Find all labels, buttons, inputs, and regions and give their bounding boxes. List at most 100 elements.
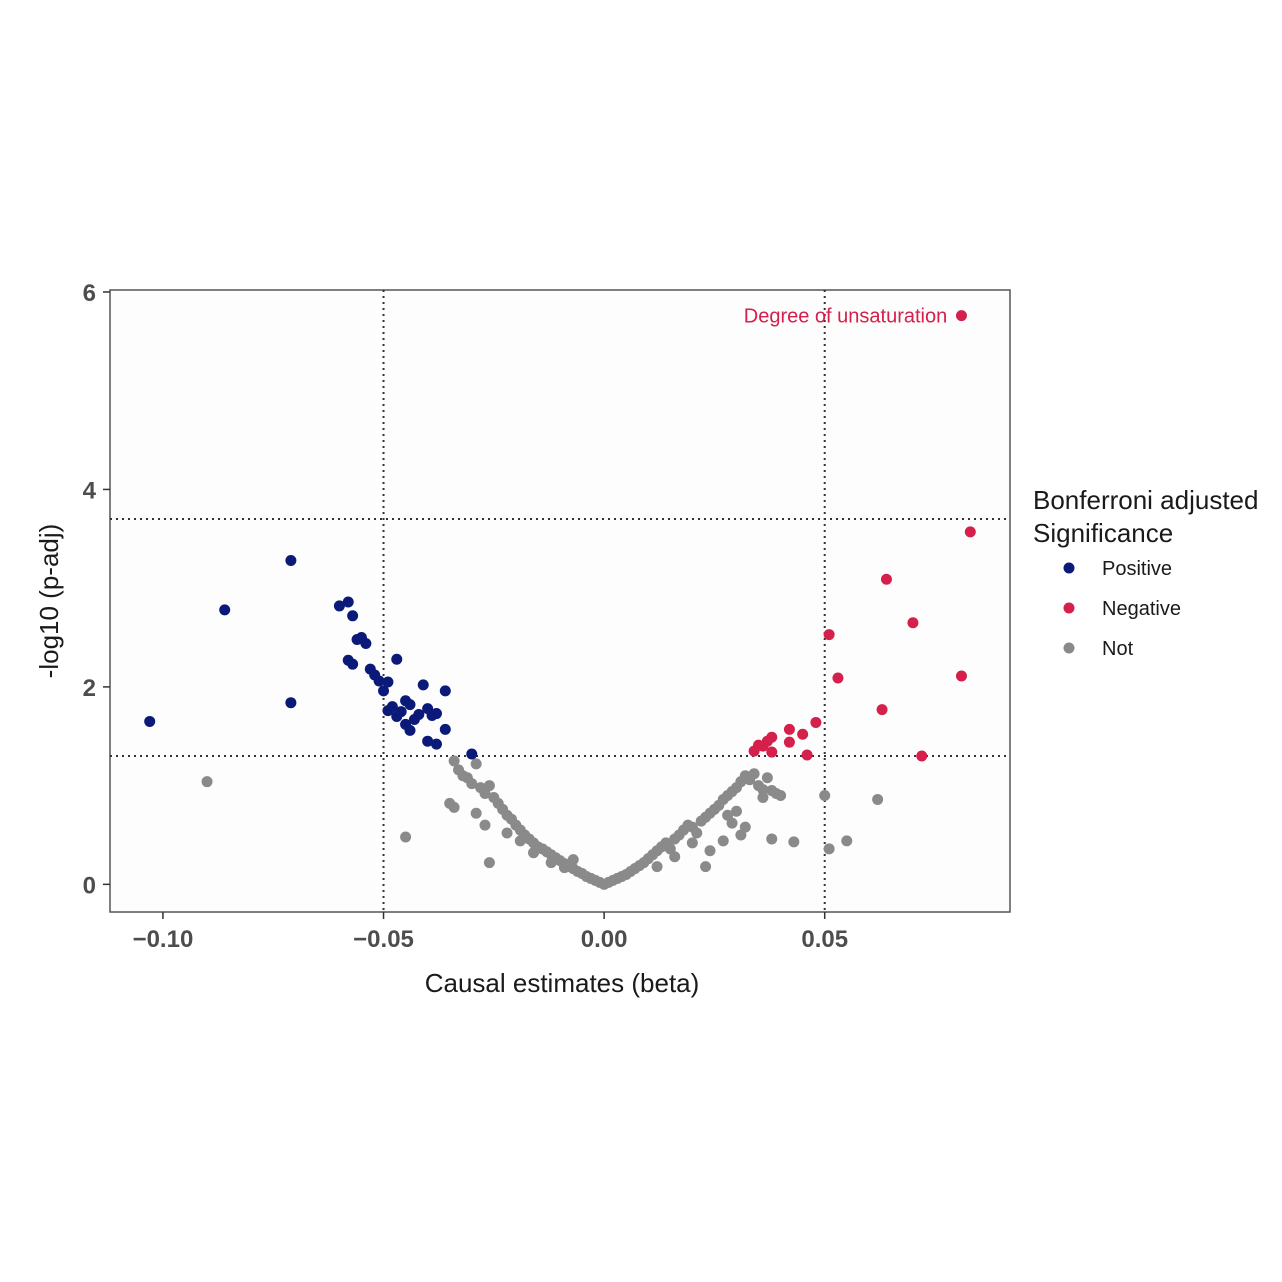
point-not: [448, 755, 460, 767]
y-tick-label: 6: [83, 280, 96, 307]
point-positive: [422, 735, 434, 747]
legend-key-not: [1063, 642, 1075, 654]
point-not: [483, 857, 495, 869]
point-positive: [285, 555, 297, 567]
legend-label-positive: Positive: [1102, 558, 1172, 580]
point-not: [730, 805, 742, 817]
point-negative: [880, 573, 892, 585]
point-negative: [955, 670, 967, 682]
point-not: [788, 836, 800, 848]
point-not: [483, 780, 495, 792]
point-positive: [373, 675, 385, 687]
point-negative: [801, 749, 813, 761]
point-positive: [333, 600, 345, 612]
x-tick-label: 0.05: [801, 926, 848, 953]
legend-label-not: Not: [1102, 638, 1134, 660]
point-positive: [360, 637, 372, 649]
point-not: [739, 821, 751, 833]
point-not: [448, 801, 460, 813]
point-negative: [810, 716, 822, 728]
point-not: [823, 843, 835, 855]
x-tick-label: −0.05: [353, 926, 414, 953]
y-axis-ticks: 0 2 4 6: [83, 280, 110, 899]
point-not: [872, 793, 884, 805]
point-positive: [391, 711, 403, 723]
point-not: [766, 833, 778, 845]
point-positive: [430, 738, 442, 750]
point-negative: [876, 704, 888, 716]
legend-title-line2: Significance: [1033, 518, 1173, 548]
point-positive: [285, 697, 297, 709]
point-positive: [413, 709, 425, 721]
point-not: [528, 847, 540, 859]
point-not: [717, 835, 729, 847]
point-negative: [748, 745, 760, 757]
point-not: [558, 862, 570, 874]
y-tick-label: 4: [83, 477, 97, 504]
point-negative: [916, 750, 928, 762]
point-not: [775, 789, 787, 801]
point-positive: [439, 685, 451, 697]
point-not: [819, 789, 831, 801]
point-positive: [378, 685, 390, 697]
point-not: [545, 857, 557, 869]
y-tick-label: 0: [83, 872, 96, 899]
point-positive: [439, 723, 451, 735]
point-not: [700, 861, 712, 873]
point-not: [400, 831, 412, 843]
point-positive: [400, 718, 412, 730]
data-points: [144, 310, 976, 890]
point-not: [466, 778, 478, 790]
point-negative: [832, 672, 844, 684]
point-negative: [964, 526, 976, 538]
legend-items: Positive Negative Not: [1063, 558, 1181, 660]
annotation-label: Degree of unsaturation: [744, 306, 947, 328]
point-positive: [466, 748, 478, 760]
y-axis-title: -log10 (p-adj): [34, 524, 64, 679]
point-not: [501, 827, 513, 839]
point-not: [761, 772, 773, 784]
point-positive: [347, 610, 359, 622]
point-positive: [417, 679, 429, 691]
point-not: [748, 768, 760, 780]
point-not: [757, 791, 769, 803]
legend-key-positive: [1063, 562, 1075, 574]
point-not: [841, 835, 853, 847]
point-positive: [219, 604, 231, 616]
point-not: [691, 827, 703, 839]
point-positive: [342, 596, 354, 608]
point-not: [686, 837, 698, 849]
point-not: [757, 784, 769, 796]
point-negative: [783, 736, 795, 748]
point-negative: [823, 629, 835, 641]
x-tick-label: −0.10: [133, 926, 194, 953]
x-axis-ticks: −0.10 −0.05 0.00 0.05: [133, 912, 848, 953]
point-positive: [347, 658, 359, 670]
point-positive: [404, 699, 416, 711]
point-not: [470, 807, 482, 819]
point-negative: [783, 723, 795, 735]
point-positive: [391, 653, 403, 665]
point-positive: [382, 676, 394, 688]
point-not: [201, 776, 213, 788]
point-negative: [797, 728, 809, 740]
x-axis-title: Causal estimates (beta): [425, 968, 700, 998]
x-tick-label: 0.00: [581, 926, 628, 953]
point-not: [669, 851, 681, 863]
point-positive: [382, 705, 394, 717]
legend: Bonferroni adjusted Significance Positiv…: [1033, 485, 1258, 660]
panel-background: [109, 289, 1011, 913]
point-not: [470, 758, 482, 770]
point-negative: [955, 310, 967, 322]
point-negative: [766, 746, 778, 758]
point-not: [479, 819, 491, 831]
legend-title-line1: Bonferroni adjusted: [1033, 485, 1258, 515]
point-negative: [907, 617, 919, 629]
point-not: [704, 845, 716, 857]
point-positive: [430, 708, 442, 720]
legend-key-negative: [1063, 602, 1075, 614]
point-positive: [144, 715, 156, 727]
point-not: [514, 835, 526, 847]
point-not: [722, 809, 734, 821]
reference-lines: [110, 290, 1010, 912]
